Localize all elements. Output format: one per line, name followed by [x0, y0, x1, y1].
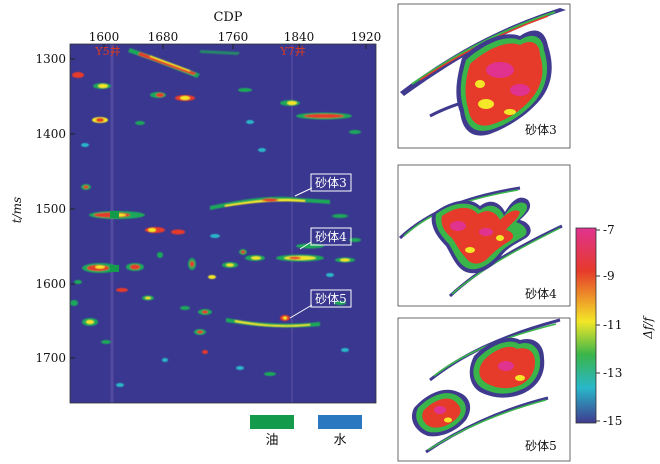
x-tick-label: 1600	[89, 30, 120, 44]
section-background	[70, 44, 376, 403]
y-tick-label: 1400	[35, 127, 66, 141]
x-tick-label: 1920	[351, 30, 382, 44]
sand-label: 砂体4	[315, 230, 347, 244]
inset-label: 砂体3	[525, 123, 557, 137]
well-label-y5: Y5井	[94, 44, 120, 58]
y-tick-label: 1700	[35, 351, 66, 365]
colorbar-tick: -7	[603, 223, 615, 237]
inset-sand-3: 砂体3	[397, 3, 571, 149]
well-label-y7: Y7井	[279, 44, 305, 58]
y-tick-label: 1600	[35, 277, 66, 291]
colorbar: -7 -9 -11 -13 -15 Δf/f	[575, 223, 655, 428]
colorbar-tick: -13	[603, 366, 622, 380]
sand-label: 砂体3	[315, 176, 347, 190]
x-axis-ticks: 1600 1680 1760 1840 1920	[89, 30, 382, 49]
colorbar-gradient	[575, 227, 597, 424]
inset-label: 砂体4	[525, 287, 557, 301]
colorbar-tick: -11	[603, 318, 622, 332]
sand-callout-3: 砂体3	[294, 173, 352, 197]
legend-swatch-water	[318, 415, 362, 429]
x-tick-label: 1840	[284, 30, 315, 44]
section-frame	[69, 43, 377, 404]
colorbar-title: Δf/f	[641, 315, 655, 340]
inset-label: 砂体5	[525, 439, 557, 453]
legend-label: 油	[265, 433, 278, 448]
y-axis-title: t/ms	[10, 197, 24, 223]
sand-callout-4: 砂体4	[299, 227, 352, 250]
seismic-section	[69, 43, 377, 404]
fluid-legend: 油 水	[250, 415, 362, 448]
y-tick-label: 1500	[35, 202, 66, 216]
x-tick-label: 1760	[218, 30, 249, 44]
sand-label: 砂体5	[315, 292, 347, 306]
inset-sand-5: 砂体5	[397, 317, 571, 462]
y-tick-label: 1300	[35, 52, 66, 66]
inset-sand-4: 砂体4	[397, 164, 571, 307]
x-axis-title: CDP	[213, 10, 242, 25]
colorbar-tick: -9	[603, 269, 615, 283]
sand-callout-5: 砂体5	[289, 289, 352, 319]
amplitude-anomalies	[70, 48, 361, 387]
y-axis-ticks: 1300 1400 1500 1600 1700	[35, 52, 75, 365]
oil-marker	[110, 211, 119, 218]
x-tick-label: 1680	[148, 30, 179, 44]
legend-label: 水	[333, 433, 346, 448]
colorbar-tick: -15	[603, 414, 622, 428]
oil-marker	[110, 265, 119, 272]
legend-swatch-oil	[250, 415, 294, 429]
